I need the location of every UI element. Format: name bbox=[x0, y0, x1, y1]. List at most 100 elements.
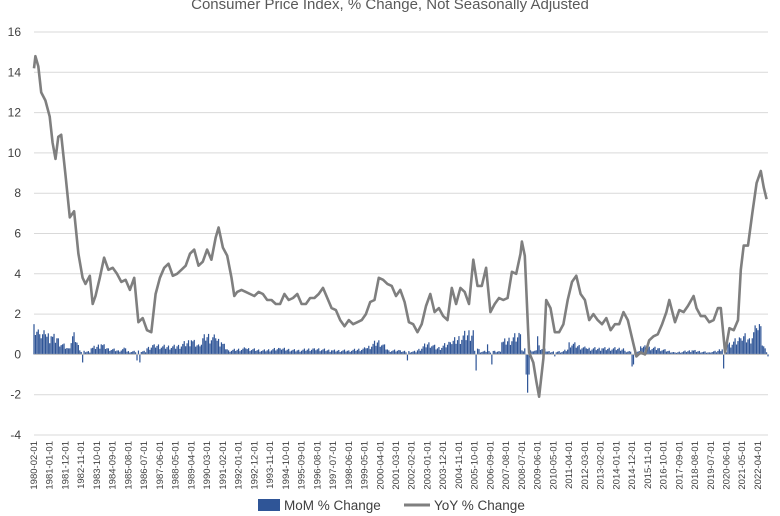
mom-bar bbox=[293, 349, 296, 355]
mom-bar bbox=[651, 349, 653, 355]
mom-bar bbox=[288, 348, 290, 355]
mom-bar bbox=[565, 351, 567, 355]
mom-bar bbox=[308, 348, 310, 355]
mom-bar bbox=[107, 348, 110, 355]
x-tick-label: 1980-02-01 bbox=[29, 441, 40, 490]
legend-label-yoy: YoY % Change bbox=[434, 498, 525, 513]
mom-bar bbox=[104, 349, 107, 355]
mom-bar bbox=[375, 345, 377, 355]
x-tick-label: 2013-02-01 bbox=[596, 441, 607, 490]
mom-bar bbox=[187, 340, 190, 355]
mom-bar bbox=[548, 351, 550, 355]
mom-bar bbox=[179, 348, 181, 355]
mom-bar bbox=[285, 350, 287, 355]
mom-bar bbox=[740, 338, 742, 355]
x-tick-label: 2010-05-01 bbox=[548, 441, 559, 490]
y-axis-ticks: -4 -2 0 2 4 6 8 10 12 14 16 bbox=[8, 25, 22, 442]
mom-bar bbox=[684, 350, 686, 355]
mom-bar bbox=[650, 350, 652, 355]
mom-bar bbox=[475, 354, 477, 371]
mom-bar bbox=[711, 351, 713, 355]
mom-bar bbox=[93, 345, 95, 355]
mom-bar bbox=[366, 348, 368, 355]
chart-title: Consumer Price Index, % Change, Not Seas… bbox=[191, 0, 589, 13]
mom-bar bbox=[598, 347, 600, 355]
mom-bar bbox=[249, 351, 251, 355]
mom-bar bbox=[155, 347, 157, 355]
x-axis-ticks: 1980-02-01 1981-01-01 1981-12-01 1982-11-01… bbox=[29, 441, 764, 490]
x-tick-label: 2002-02-01 bbox=[407, 441, 418, 490]
mom-bar bbox=[584, 346, 586, 355]
mom-bar bbox=[393, 349, 396, 355]
mom-bar bbox=[196, 345, 198, 355]
x-tick-label: 2003-01-01 bbox=[423, 441, 434, 490]
mom-bar bbox=[474, 350, 476, 355]
mom-bar bbox=[73, 332, 75, 355]
mom-bar bbox=[186, 343, 188, 355]
mom-bar bbox=[203, 334, 205, 355]
x-tick-label: 2003-12-01 bbox=[438, 441, 449, 490]
mom-bar bbox=[338, 349, 340, 355]
mom-bar bbox=[383, 344, 386, 355]
y-tick-label: 2 bbox=[14, 307, 21, 321]
mom-bar bbox=[527, 354, 529, 393]
mom-bar bbox=[491, 354, 493, 365]
mom-bar bbox=[601, 348, 603, 355]
mom-bar bbox=[454, 337, 456, 355]
x-tick-label: 2011-04-01 bbox=[564, 441, 575, 489]
x-tick-label: 1982-11-01 bbox=[76, 441, 87, 489]
mom-bar bbox=[604, 347, 606, 355]
mom-bar bbox=[697, 351, 699, 355]
mom-bar bbox=[365, 348, 367, 355]
mom-bar bbox=[416, 350, 419, 355]
mom-bar bbox=[376, 342, 378, 355]
x-tick-label: 2020-06-01 bbox=[722, 441, 733, 490]
mom-bar bbox=[567, 349, 569, 355]
mom-bar bbox=[33, 324, 35, 355]
mom-bar bbox=[644, 345, 646, 355]
mom-bar bbox=[369, 349, 371, 355]
mom-bar bbox=[444, 343, 446, 355]
mom-bar bbox=[177, 344, 180, 355]
mom-bar bbox=[506, 341, 509, 355]
mom-bar bbox=[574, 342, 576, 355]
legend-label-mom: MoM % Change bbox=[284, 498, 381, 513]
mom-bar bbox=[519, 334, 522, 355]
mom-bar bbox=[681, 352, 683, 355]
mom-bar bbox=[744, 333, 746, 355]
legend-swatch-mom bbox=[258, 499, 280, 511]
mom-bar bbox=[206, 337, 208, 355]
mom-bar bbox=[233, 348, 235, 355]
mom-bar bbox=[554, 354, 556, 357]
x-tick-label: 2017-09-01 bbox=[674, 441, 685, 490]
mom-bar bbox=[479, 352, 482, 355]
mom-bar bbox=[469, 340, 472, 355]
x-tick-label: 2005-10-01 bbox=[470, 441, 481, 490]
mom-bar bbox=[738, 337, 740, 355]
mom-bar bbox=[723, 354, 725, 369]
mom-bar bbox=[72, 336, 74, 355]
mom-bar bbox=[439, 349, 441, 355]
mom-bar bbox=[278, 347, 280, 355]
mom-bar bbox=[599, 350, 602, 355]
mom-bar bbox=[310, 349, 313, 355]
mom-bar bbox=[751, 338, 753, 355]
mom-bar bbox=[655, 350, 658, 355]
mom-bar bbox=[704, 351, 706, 355]
mom-bar bbox=[685, 352, 688, 355]
mom-bar bbox=[498, 351, 500, 355]
mom-bar bbox=[452, 340, 454, 355]
mom-bar bbox=[372, 343, 374, 355]
x-tick-label: 2014-01-01 bbox=[611, 441, 622, 490]
mom-bar bbox=[571, 345, 573, 355]
mom-bar bbox=[106, 348, 108, 355]
mom-bar bbox=[727, 344, 729, 355]
mom-bar bbox=[67, 348, 69, 355]
mom-bar bbox=[159, 349, 161, 355]
mom-bar bbox=[290, 350, 293, 355]
mom-bar bbox=[660, 351, 662, 355]
mom-bar bbox=[351, 350, 353, 355]
x-tick-label: 2014-12-01 bbox=[627, 441, 638, 490]
mom-bar bbox=[341, 351, 343, 355]
mom-bar bbox=[422, 346, 424, 355]
